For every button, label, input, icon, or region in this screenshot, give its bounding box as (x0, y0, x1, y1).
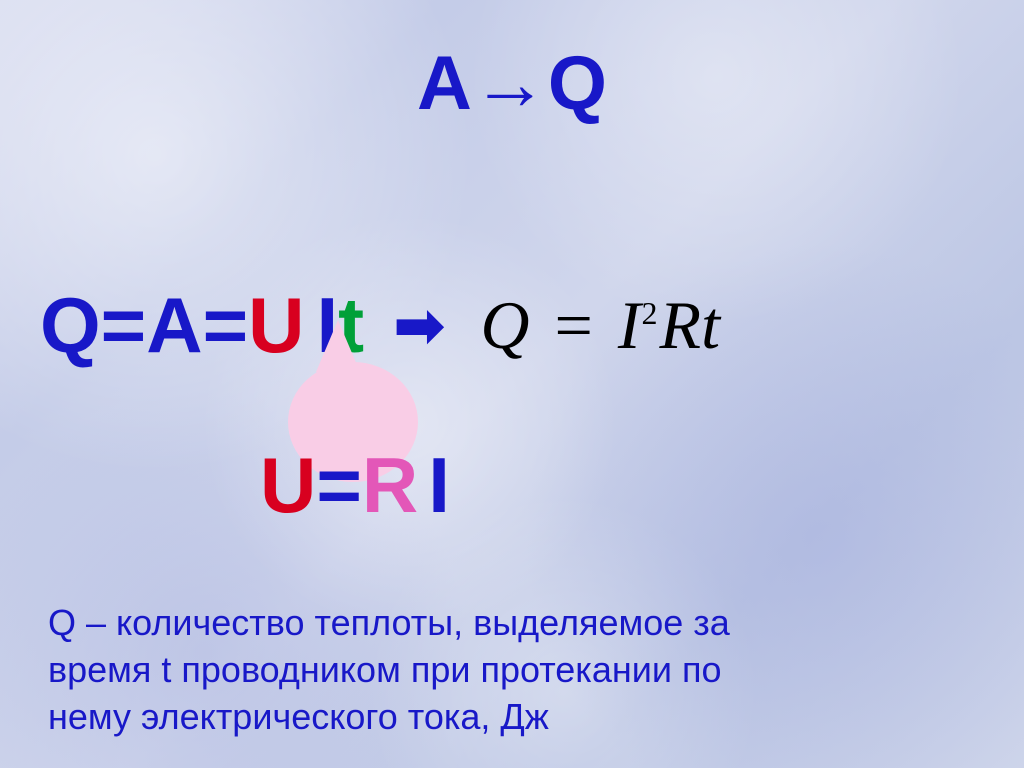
caption-text: Q – количество теплоты, выделяемое за вр… (48, 600, 976, 740)
rhs-Q: Q (480, 287, 529, 363)
joule-lenz-formula: Q = I2Rt (480, 286, 720, 365)
sym-Q: Q (40, 281, 101, 369)
sub-U: U (260, 441, 316, 529)
eq1: = (101, 281, 147, 369)
sym-U: U (248, 281, 304, 369)
sub-eq: = (316, 441, 362, 529)
physics-slide: A→Q Q=A=UIt ➡ Q = I2Rt U=RI Q – количест… (0, 0, 1024, 768)
caption-line-3: нему электрического тока, Дж (48, 694, 976, 741)
caption-line-2: время t проводником при протекании по (48, 647, 976, 694)
arrow-top: → (472, 41, 548, 126)
caption-line-1: Q – количество теплоты, выделяемое за (48, 600, 976, 647)
rhs-R: R (660, 287, 702, 363)
eq2: = (203, 281, 249, 369)
sym-A-top: A (417, 41, 472, 126)
rhs-t: t (701, 287, 720, 363)
sym-A: A (146, 281, 202, 369)
sym-Q-top: Q (548, 41, 607, 126)
top-relation: A→Q (0, 40, 1024, 127)
sub-R: R (362, 441, 418, 529)
rhs-eq: = (555, 287, 593, 363)
main-equation-row: Q=A=UIt ➡ Q = I2Rt (40, 280, 984, 371)
arrow-implies: ➡ (394, 291, 444, 361)
rhs-exp: 2 (642, 295, 658, 331)
sub-I: I (428, 441, 450, 529)
rhs-I: I (618, 287, 641, 363)
ohms-law-equation: U=RI (260, 440, 450, 531)
